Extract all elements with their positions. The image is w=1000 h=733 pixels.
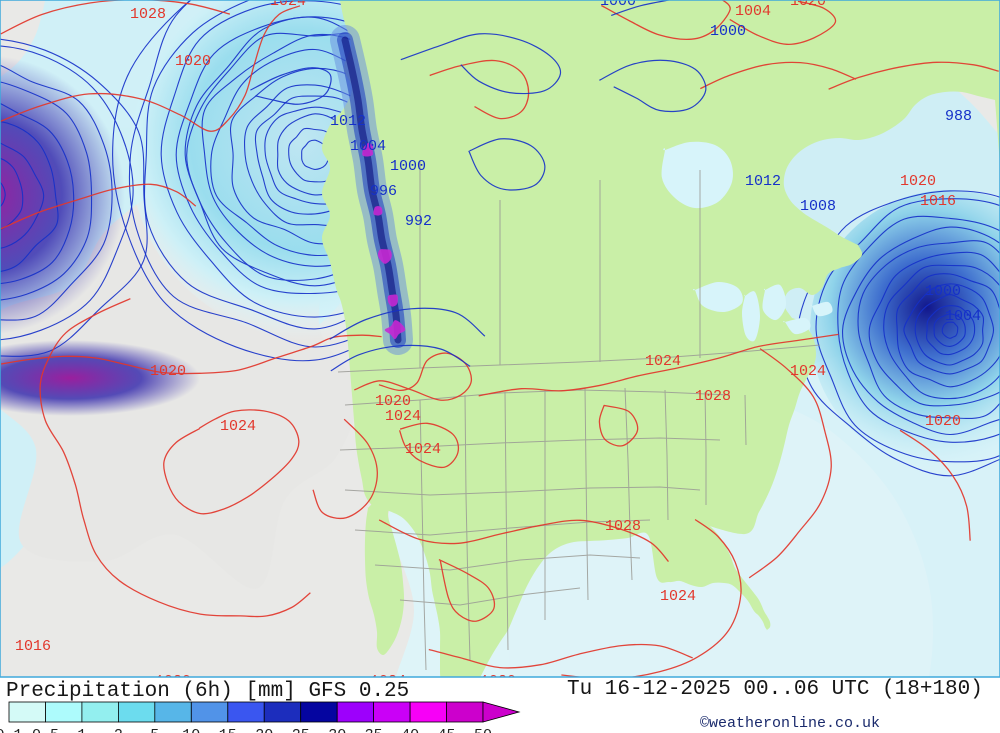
svg-text:©weatheronline.co.uk: ©weatheronline.co.uk xyxy=(700,715,880,732)
svg-text:1024: 1024 xyxy=(405,441,441,458)
svg-text:1016: 1016 xyxy=(920,193,956,210)
svg-text:1004: 1004 xyxy=(350,138,386,155)
svg-text:1020: 1020 xyxy=(175,53,211,70)
svg-text:1008: 1008 xyxy=(800,198,836,215)
svg-text:50: 50 xyxy=(474,727,492,733)
svg-text:1024: 1024 xyxy=(660,588,696,605)
svg-text:1028: 1028 xyxy=(695,388,731,405)
svg-text:1020: 1020 xyxy=(790,0,826,10)
svg-text:1000: 1000 xyxy=(600,0,636,10)
svg-text:Tu 16-12-2025 00..06 UTC (18+1: Tu 16-12-2025 00..06 UTC (18+180) xyxy=(567,678,983,701)
svg-text:10: 10 xyxy=(182,727,200,733)
svg-text:1024: 1024 xyxy=(220,418,256,435)
svg-text:30: 30 xyxy=(328,727,346,733)
svg-text:1016: 1016 xyxy=(15,638,51,655)
svg-text:1012: 1012 xyxy=(745,173,781,190)
svg-text:2: 2 xyxy=(114,727,123,733)
svg-text:5: 5 xyxy=(150,727,159,733)
svg-text:1004: 1004 xyxy=(945,308,981,325)
svg-text:996: 996 xyxy=(370,183,397,200)
svg-text:1028: 1028 xyxy=(130,6,166,23)
svg-text:0.5: 0.5 xyxy=(32,727,59,733)
svg-text:1004: 1004 xyxy=(735,3,771,20)
svg-text:Precipitation (6h) [mm] GFS 0.: Precipitation (6h) [mm] GFS 0.25 xyxy=(6,680,409,703)
svg-text:1000: 1000 xyxy=(390,158,426,175)
svg-text:45: 45 xyxy=(437,727,455,733)
svg-text:1020: 1020 xyxy=(925,413,961,430)
svg-text:992: 992 xyxy=(405,213,432,230)
svg-text:1024: 1024 xyxy=(270,0,306,10)
svg-text:1000: 1000 xyxy=(710,23,746,40)
svg-text:40: 40 xyxy=(401,727,419,733)
svg-text:1024: 1024 xyxy=(790,363,826,380)
svg-text:1028: 1028 xyxy=(605,518,641,535)
svg-text:1020: 1020 xyxy=(150,363,186,380)
svg-text:1020: 1020 xyxy=(900,173,936,190)
svg-text:0.1: 0.1 xyxy=(0,727,23,733)
svg-text:988: 988 xyxy=(945,108,972,125)
svg-text:1: 1 xyxy=(77,727,86,733)
svg-text:1024: 1024 xyxy=(385,408,421,425)
svg-text:25: 25 xyxy=(292,727,310,733)
svg-text:1024: 1024 xyxy=(645,353,681,370)
svg-text:35: 35 xyxy=(365,727,383,733)
svg-text:1012: 1012 xyxy=(330,113,366,130)
svg-text:1000: 1000 xyxy=(925,283,961,300)
svg-text:1020: 1020 xyxy=(480,673,516,690)
svg-text:15: 15 xyxy=(219,727,237,733)
svg-text:20: 20 xyxy=(255,727,273,733)
